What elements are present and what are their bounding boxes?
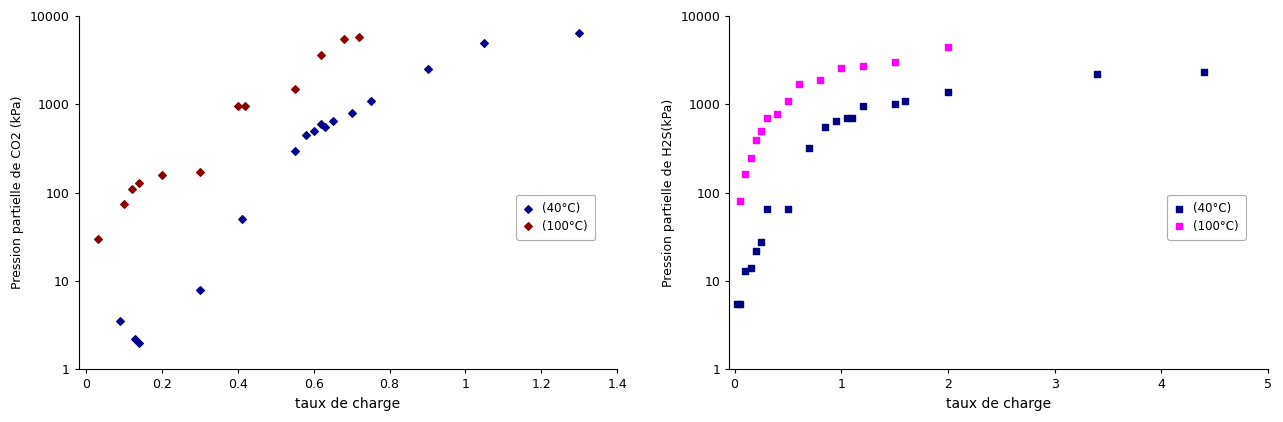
(40°C) [110, 318, 131, 325]
(100°C) [114, 200, 135, 207]
(100°C) [884, 59, 905, 66]
Legend: (40°C), (100°C): (40°C), (100°C) [1168, 195, 1246, 240]
(40°C) [341, 110, 362, 116]
(40°C) [417, 66, 438, 73]
(40°C) [190, 286, 210, 293]
(100°C) [122, 186, 142, 192]
(40°C) [842, 115, 862, 122]
(100°C) [130, 179, 150, 186]
(40°C) [361, 97, 381, 104]
(40°C) [751, 238, 771, 245]
(40°C) [126, 335, 146, 342]
(100°C) [334, 36, 354, 43]
(100°C) [767, 111, 788, 117]
(40°C) [310, 121, 331, 127]
(100°C) [190, 169, 210, 176]
(40°C) [745, 247, 766, 254]
(40°C) [799, 145, 820, 151]
(40°C) [735, 268, 756, 274]
Y-axis label: Pression partielle de H2S(kPa): Pression partielle de H2S(kPa) [662, 99, 675, 287]
(100°C) [810, 76, 830, 83]
(100°C) [740, 154, 761, 161]
(40°C) [130, 339, 150, 346]
X-axis label: taux de charge: taux de charge [295, 397, 400, 411]
(40°C) [777, 206, 798, 213]
(100°C) [938, 43, 958, 50]
(40°C) [740, 265, 761, 271]
(100°C) [735, 170, 756, 177]
(40°C) [285, 147, 305, 154]
(100°C) [87, 235, 108, 242]
(40°C) [756, 206, 776, 213]
(100°C) [235, 102, 255, 109]
(100°C) [730, 198, 751, 205]
(40°C) [568, 29, 589, 36]
(100°C) [151, 171, 172, 178]
(40°C) [1087, 71, 1107, 78]
(100°C) [777, 97, 798, 104]
(100°C) [751, 127, 771, 134]
Legend: (40°C), (100°C): (40°C), (100°C) [517, 195, 595, 240]
(40°C) [296, 132, 317, 138]
(100°C) [852, 63, 872, 70]
(40°C) [475, 39, 495, 46]
(40°C) [1193, 69, 1214, 76]
(40°C) [938, 88, 958, 95]
(40°C) [231, 216, 251, 223]
(100°C) [745, 136, 766, 143]
(40°C) [815, 124, 835, 131]
(100°C) [227, 103, 248, 110]
(40°C) [322, 118, 343, 124]
(40°C) [726, 300, 747, 307]
(40°C) [314, 124, 335, 131]
(40°C) [826, 118, 847, 124]
(100°C) [285, 86, 305, 92]
(100°C) [788, 81, 808, 87]
(40°C) [837, 115, 857, 122]
(40°C) [304, 127, 325, 134]
(100°C) [756, 115, 776, 122]
(100°C) [349, 34, 370, 41]
(100°C) [831, 65, 852, 71]
(100°C) [310, 52, 331, 59]
X-axis label: taux de charge: taux de charge [946, 397, 1051, 411]
(40°C) [730, 300, 751, 307]
Y-axis label: Pression partielle de CO2 (kPa): Pression partielle de CO2 (kPa) [12, 96, 24, 289]
(40°C) [852, 103, 872, 109]
(40°C) [884, 101, 905, 108]
(40°C) [896, 97, 916, 104]
